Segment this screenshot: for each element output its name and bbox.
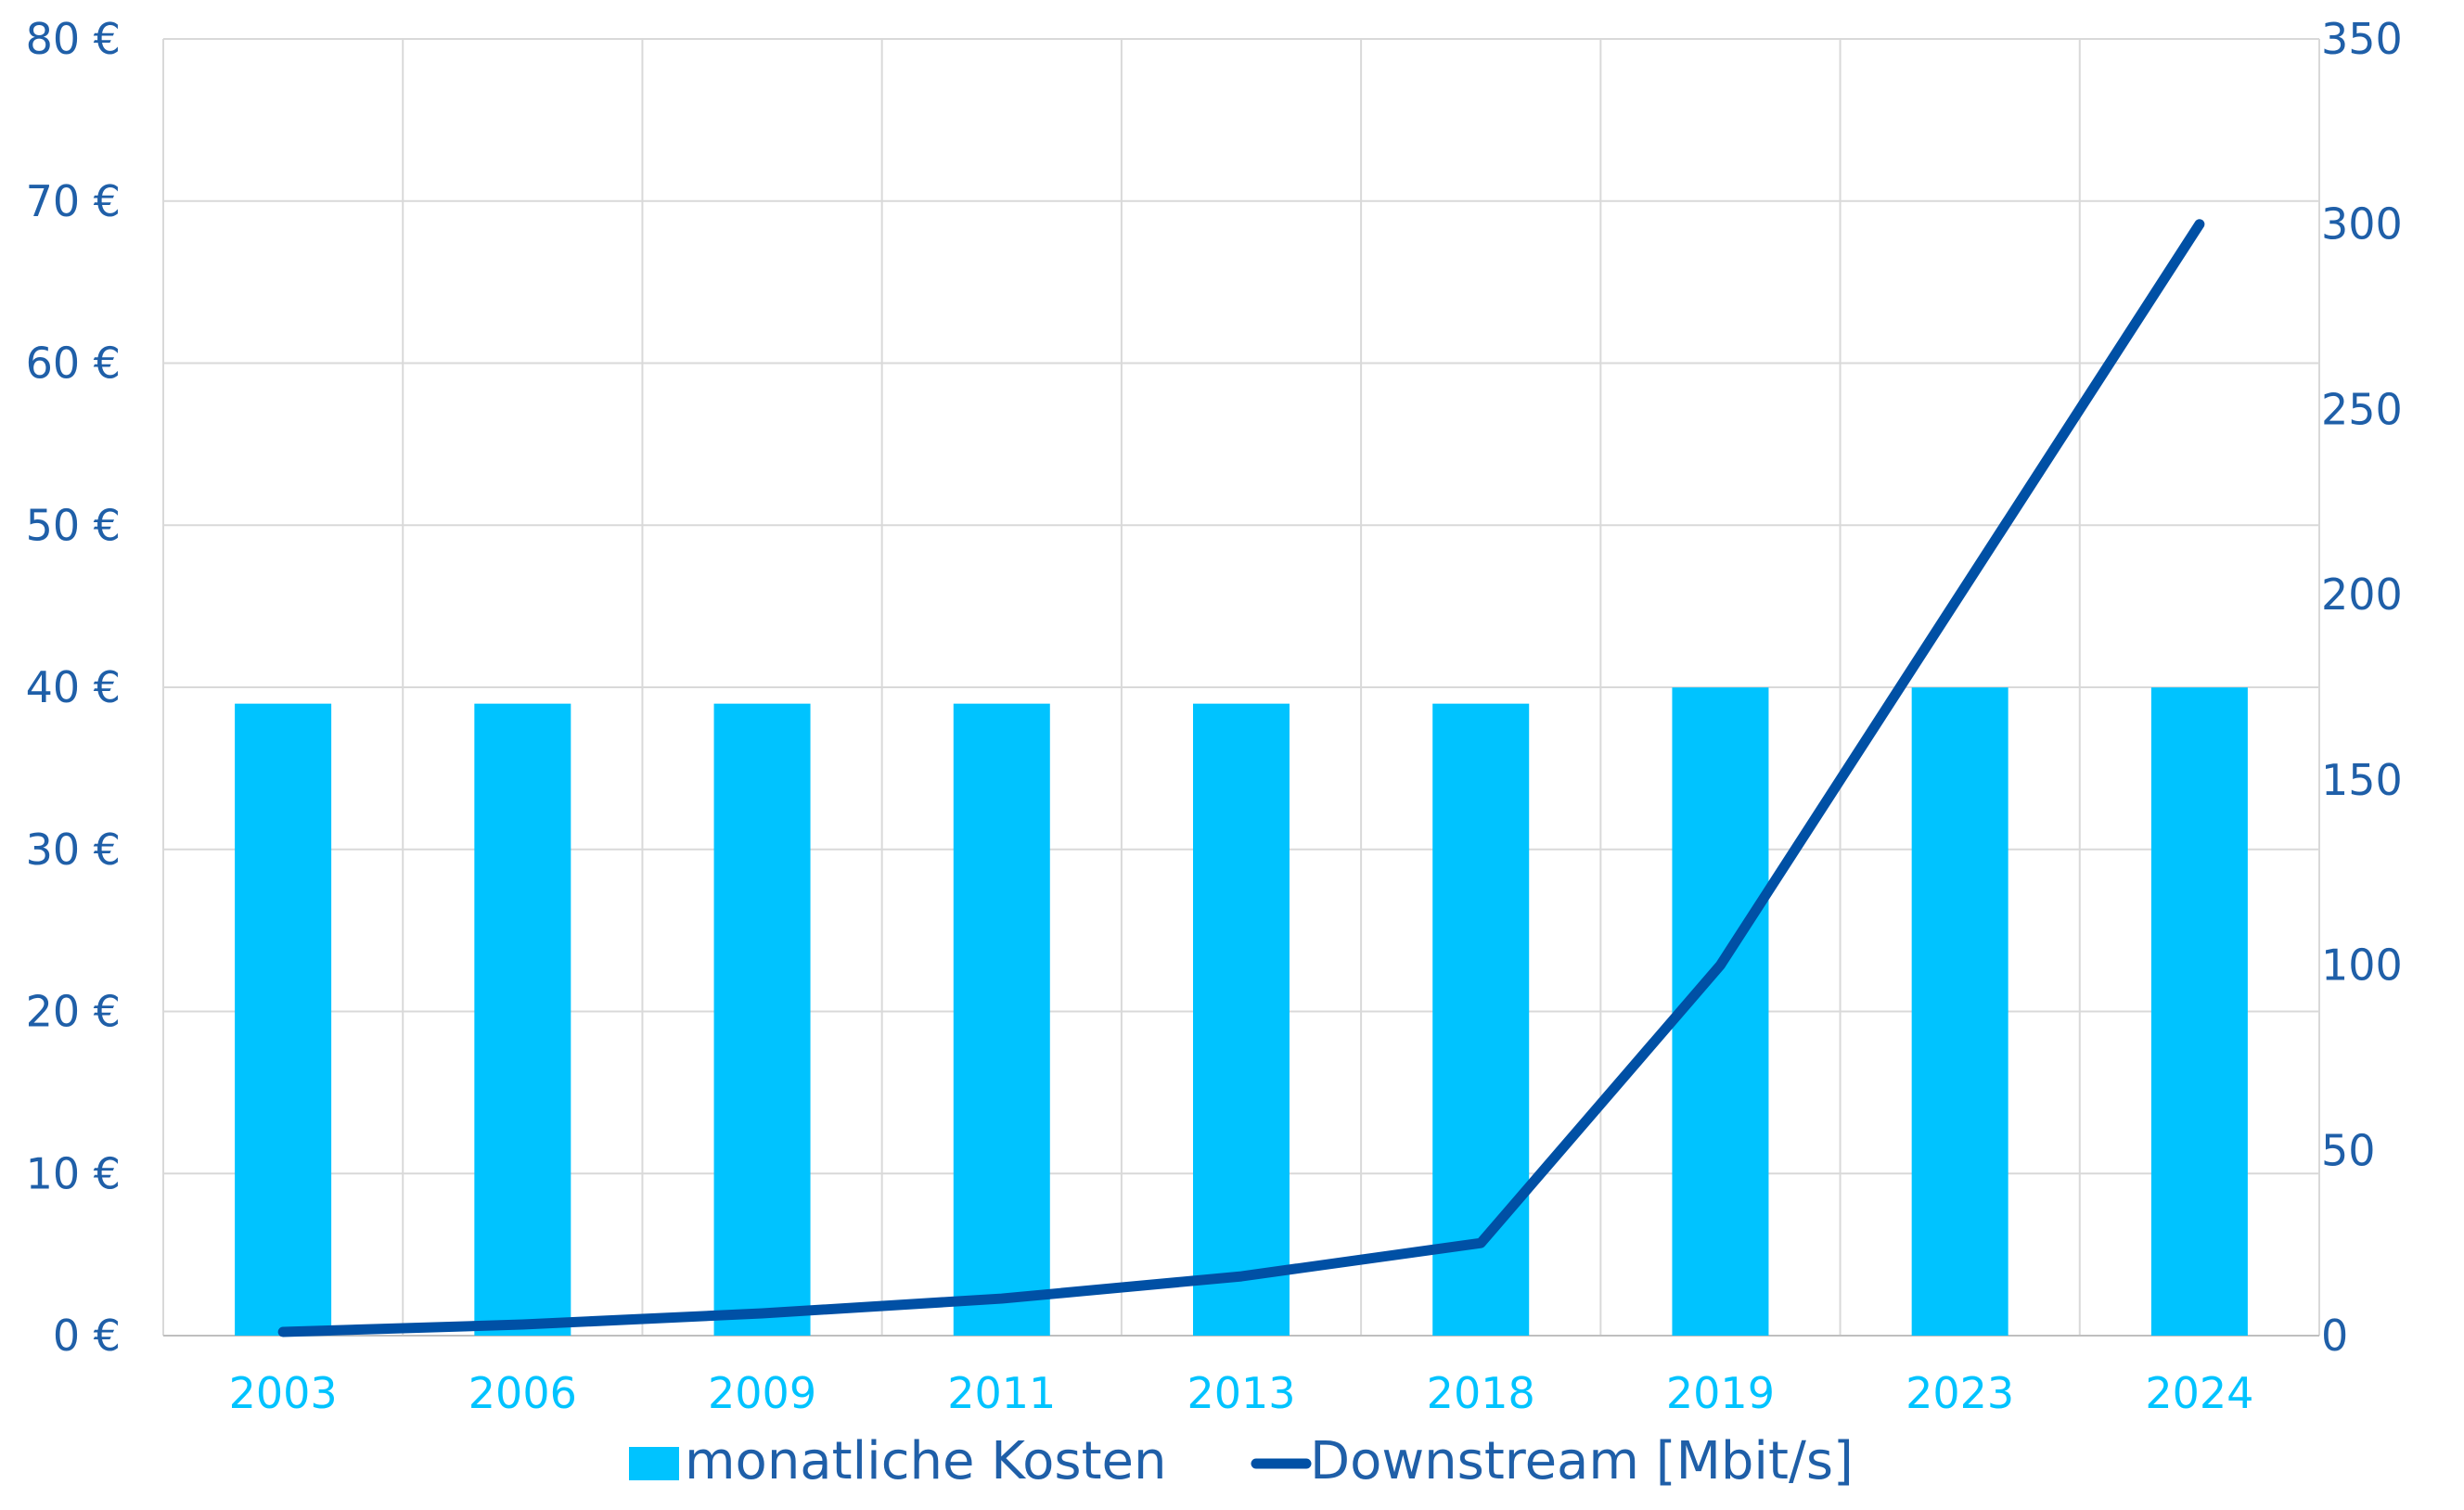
legend-swatch-bar [629,1447,679,1480]
bar-2011 [953,703,1050,1336]
right-tick-label: 200 [2321,569,2403,620]
left-tick-label: 60 € [26,339,121,389]
bar-2019 [1672,687,1769,1336]
x-tick-label: 2003 [229,1368,338,1418]
x-tick-label: 2006 [468,1368,577,1418]
bar-2009 [713,703,811,1336]
legend: monatliche Kosten Downstream [Mbit/s] [629,1431,1854,1491]
x-tick-label: 2018 [1427,1368,1535,1418]
bar-2024 [2150,687,2248,1336]
right-tick-label: 350 [2321,14,2403,64]
x-tick-label: 2011 [947,1368,1056,1418]
right-axis: 0 50 100 150 200 250 300 350 [2321,14,2403,1361]
right-tick-label: 50 [2321,1125,2376,1175]
bar-2013 [1193,703,1290,1336]
x-tick-label: 2009 [708,1368,816,1418]
left-tick-label: 20 € [26,987,121,1037]
left-tick-label: 50 € [26,500,121,550]
legend-label-bar: monatliche Kosten [685,1431,1167,1491]
left-tick-label: 70 € [26,176,121,226]
bar-2023 [1911,687,2008,1336]
x-tick-label: 2013 [1187,1368,1295,1418]
left-tick-label: 10 € [26,1148,121,1198]
right-tick-label: 0 [2321,1311,2348,1361]
right-tick-label: 150 [2321,755,2403,805]
x-tick-label: 2024 [2145,1368,2253,1418]
bar-2006 [474,703,571,1336]
right-tick-label: 250 [2321,384,2403,434]
right-tick-label: 100 [2321,941,2403,991]
x-axis: 2003 2006 2009 2011 2013 2018 2019 2023 2024 [229,1368,2254,1418]
x-tick-label: 2019 [1666,1368,1775,1418]
right-tick-label: 300 [2321,199,2403,250]
left-tick-label: 80 € [26,14,121,64]
left-tick-label: 0 € [53,1311,121,1361]
left-tick-label: 40 € [26,662,121,712]
left-tick-label: 30 € [26,825,121,875]
bar-2003 [235,703,332,1336]
legend-label-line: Downstream [Mbit/s] [1310,1431,1854,1491]
line-series-downstream [277,219,2205,1337]
x-tick-label: 2023 [1906,1368,2014,1418]
left-axis: 0 € 10 € 20 € 30 € 40 € 50 € 60 € 70 € 80 € [26,14,121,1361]
gridlines [162,38,2320,1337]
bar-series-monatliche-kosten [235,687,2248,1336]
bar-2018 [1432,703,1530,1336]
